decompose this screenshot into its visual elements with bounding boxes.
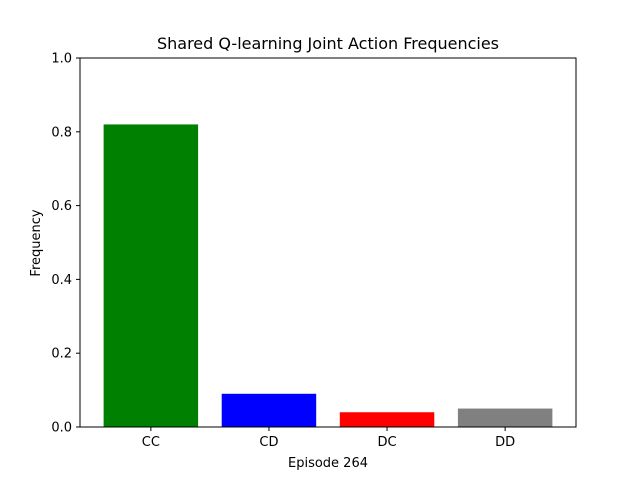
y-tick-label: 0.4 [51, 273, 72, 288]
bar-cc [103, 124, 199, 428]
y-tick-label: 0.8 [51, 125, 72, 140]
y-axis-label: Frequency [29, 209, 44, 276]
x-axis: CC CD DC DD [142, 427, 515, 450]
bar-cd [221, 393, 317, 427]
chart-title: Shared Q-learning Joint Action Frequenci… [157, 34, 499, 53]
x-tick-label-dc: DC [378, 435, 397, 450]
x-axis-label: Episode 264 [288, 456, 368, 471]
y-tick-label: 0.0 [51, 421, 72, 436]
y-axis: 0.0 0.2 0.4 0.6 0.8 1.0 [51, 52, 80, 436]
y-tick-label: 0.6 [51, 199, 72, 214]
x-tick-label-dd: DD [495, 435, 515, 450]
bars-group [103, 124, 553, 428]
x-tick-label-cc: CC [142, 435, 160, 450]
y-tick-label: 0.2 [51, 347, 72, 362]
y-tick-label: 1.0 [51, 52, 72, 67]
plot-frame [79, 57, 577, 428]
x-tick-label-cd: CD [259, 435, 278, 450]
bar-dc [339, 412, 435, 427]
bar-dd [457, 408, 553, 427]
